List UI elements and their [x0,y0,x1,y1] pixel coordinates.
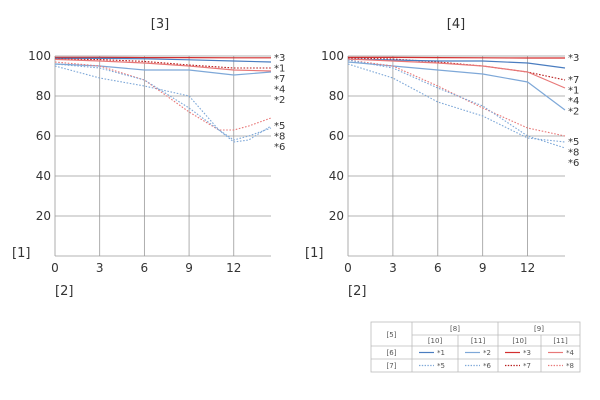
y-tick-label: 100 [321,49,344,63]
legend-border [370,321,581,373]
y-tick-label: 20 [36,209,51,223]
series-line-star1 [55,57,272,63]
series-line-star3 [348,56,565,59]
legend-entry-label: *1 [437,349,445,357]
series-end-label: *8 [568,148,579,159]
legend-entry-label: *8 [566,362,574,370]
series-line-star2 [54,63,272,76]
series-end-label: *4 [568,96,579,107]
series-line-star4 [347,58,566,89]
series-end-label: *7 [568,75,579,86]
x-tick-label: 12 [226,261,241,275]
series-line-star5 [347,63,566,143]
y-tick-label: 60 [36,129,51,143]
series-end-label: *2 [274,95,285,106]
series-end-label: *3 [274,53,285,64]
x-axis-label: [2] [348,284,366,299]
series-end-label: *2 [568,107,579,118]
legend-entry-label: *7 [523,362,531,370]
y-axis-label: [1] [305,246,323,261]
legend-row-label: [6] [387,349,397,357]
series-end-label: *6 [274,142,285,153]
chart-title: [4] [447,17,465,32]
x-axis-label: [2] [55,284,73,299]
y-tick-label: 80 [329,89,344,103]
series-end-label: *1 [568,86,579,97]
series-line-star2 [347,61,566,111]
series-end-label: *5 [274,121,285,132]
series-end-label: *8 [274,132,285,143]
chart-panel-1: 0 3 6 9 12 20 40 60 80 100 [3] [1] [2] *3*1*7*4*2 *5*8… [12,17,285,299]
x-tick-label: 3 [389,261,397,275]
chart-panel-2: 0 3 6 9 12 20 40 60 80 100 [4] [1] [2] *3 *7*1*4*2 *5*8… [305,17,579,299]
legend-group-header: [9] [534,325,544,333]
legend-group-header: [8] [450,325,460,333]
y-tick-label: 40 [329,169,344,183]
series-line-star6 [54,63,272,141]
legend-entry-label: *6 [483,362,492,370]
y-tick-label: 60 [329,129,344,143]
legend-corner-label: [5] [387,331,397,339]
x-tick-label: 9 [479,261,487,275]
series-line-star5 [54,65,272,143]
y-tick-label: 100 [28,49,51,63]
legend-sub-header: [11] [471,337,486,345]
series-end-label: *3 [568,53,579,64]
legend-entry-label: *5 [437,362,445,370]
series-line-star8 [54,61,272,131]
legend-row-label: [7] [387,362,397,370]
series-end-label: *1 [274,63,285,74]
legend-entry-label: *2 [483,349,491,357]
x-tick-label: 9 [185,261,193,275]
x-tick-label: 12 [520,261,535,275]
x-tick-label: 6 [434,261,442,275]
series-line-star6 [347,59,566,149]
y-tick-label: 20 [329,209,344,223]
x-tick-label: 0 [344,261,352,275]
series-end-label: *5 [568,137,579,148]
series-line-star4 [54,58,272,72]
legend-entry-label: *4 [566,349,575,357]
legend-entry-label: *3 [523,349,531,357]
legend-sub-header: [10] [428,337,443,345]
y-axis-label: [1] [12,246,30,261]
series-end-label: *6 [568,158,579,169]
legend-sub-header: [11] [553,337,568,345]
legend-table: [5] [8] [10] [11] [9] [10] [11] [6] *1 *2 *3 *4 [7] *… [370,321,581,373]
y-tick-label: 40 [36,169,51,183]
chart-title: [3] [151,17,169,32]
series-end-label: *4 [274,84,285,95]
x-tick-label: 0 [51,261,59,275]
y-tick-label: 80 [36,89,51,103]
x-tick-label: 6 [141,261,149,275]
series-end-label: *7 [274,74,285,85]
x-tick-label: 3 [96,261,104,275]
series-line-star1 [347,58,566,69]
legend-sub-header: [10] [512,337,527,345]
